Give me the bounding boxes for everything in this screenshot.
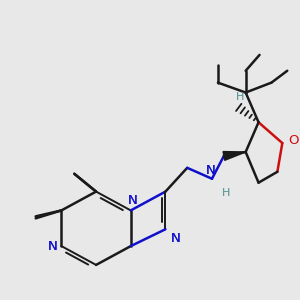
Text: N: N (170, 232, 180, 245)
Text: N: N (128, 194, 138, 208)
Text: N: N (170, 232, 180, 245)
Text: O: O (288, 134, 299, 147)
Text: N: N (128, 194, 138, 208)
Text: N: N (48, 240, 58, 253)
Text: N: N (48, 240, 58, 253)
Text: N: N (206, 164, 216, 177)
Text: N: N (206, 164, 216, 177)
Text: H: H (236, 92, 245, 103)
Text: N: N (206, 164, 216, 177)
Polygon shape (223, 152, 246, 160)
Text: N: N (128, 194, 138, 208)
Text: N: N (48, 240, 58, 253)
Text: O: O (288, 134, 299, 147)
Text: N: N (170, 232, 180, 245)
Text: H: H (222, 188, 230, 198)
